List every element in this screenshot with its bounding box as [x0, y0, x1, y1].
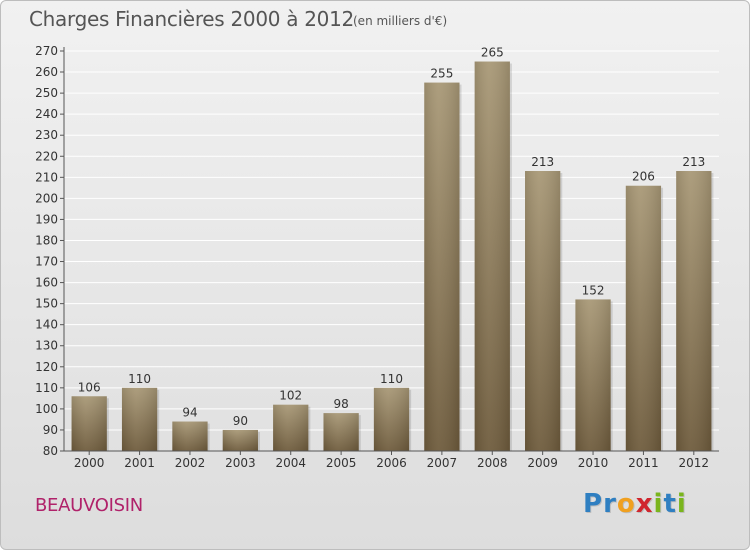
bar-highlight: [71, 396, 107, 451]
data-label: 213: [682, 155, 705, 169]
bar-highlight: [525, 171, 561, 451]
chart-title: Charges Financières 2000 à 2012: [29, 7, 354, 31]
y-tick-label: 180: [35, 233, 58, 247]
y-tick-label: 90: [43, 423, 58, 437]
x-tick-label: 2011: [628, 456, 659, 470]
logo-letter: i: [676, 489, 687, 519]
logo-letter: x: [635, 489, 654, 519]
data-label: 102: [279, 389, 302, 403]
y-tick-label: 150: [35, 297, 58, 311]
logo-letter: i: [653, 489, 664, 519]
bar-highlight: [474, 61, 510, 452]
labels: 8090100110120130140150160170180190200210…: [35, 44, 709, 470]
x-tick-label: 2004: [275, 456, 306, 470]
bars: [71, 61, 714, 452]
y-tick-label: 170: [35, 255, 58, 269]
y-tick-label: 260: [35, 65, 58, 79]
chart-subtitle: (en milliers d'€): [353, 14, 448, 28]
bar-highlight: [323, 413, 359, 451]
logo-letter: t: [663, 489, 677, 519]
data-label: 110: [128, 372, 151, 386]
data-label: 94: [182, 406, 197, 420]
data-label: 206: [632, 170, 655, 184]
y-tick-label: 140: [35, 318, 58, 332]
x-tick-label: 2008: [477, 456, 508, 470]
data-label: 110: [380, 372, 403, 386]
data-label: 152: [582, 283, 605, 297]
y-tick-label: 210: [35, 170, 58, 184]
x-tick-label: 2007: [427, 456, 458, 470]
logo-letter: P: [583, 489, 604, 519]
logo-letter: o: [616, 489, 636, 519]
y-tick-label: 110: [35, 381, 58, 395]
bar-highlight: [222, 429, 258, 451]
bar-highlight: [676, 171, 712, 451]
place-name: BEAUVOISIN: [35, 495, 143, 516]
y-tick-label: 120: [35, 360, 58, 374]
data-label: 106: [78, 380, 101, 394]
data-label: 265: [481, 46, 504, 60]
x-tick-label: 2003: [225, 456, 256, 470]
y-tick-label: 200: [35, 191, 58, 205]
y-tick-label: 220: [35, 149, 58, 163]
x-tick-label: 2005: [326, 456, 357, 470]
bar-highlight: [625, 185, 662, 451]
y-tick-label: 130: [35, 339, 58, 353]
data-label: 98: [333, 397, 348, 411]
bar-highlight: [373, 387, 410, 451]
bar-highlight: [273, 404, 309, 451]
y-tick-label: 100: [35, 402, 58, 416]
x-tick-label: 2010: [578, 456, 609, 470]
y-tick-label: 160: [35, 276, 58, 290]
y-tick-label: 230: [35, 128, 58, 142]
y-tick-label: 250: [35, 86, 58, 100]
data-label: 213: [531, 155, 554, 169]
logo-letter: r: [603, 489, 617, 519]
bar-highlight: [575, 299, 611, 451]
bar-highlight: [172, 421, 208, 451]
data-label: 90: [233, 414, 248, 428]
data-label: 255: [430, 67, 453, 81]
x-tick-label: 2002: [175, 456, 206, 470]
bar-highlight: [424, 82, 460, 451]
y-tick-label: 270: [35, 44, 58, 58]
proxiti-logo: Proxiti: [583, 489, 687, 519]
y-tick-label: 190: [35, 212, 58, 226]
x-tick-label: 2009: [527, 456, 558, 470]
y-tick-label: 240: [35, 107, 58, 121]
axes: [60, 47, 719, 455]
x-tick-label: 2000: [74, 456, 105, 470]
x-tick-label: 2006: [376, 456, 407, 470]
x-tick-label: 2012: [679, 456, 710, 470]
bar-highlight: [121, 387, 158, 451]
x-tick-label: 2001: [124, 456, 155, 470]
y-tick-label: 80: [43, 444, 58, 458]
